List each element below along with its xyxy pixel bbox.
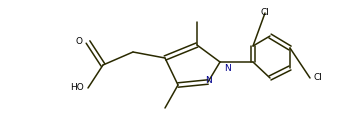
Text: Cl: Cl (314, 74, 323, 82)
Text: HO: HO (70, 83, 84, 93)
Text: O: O (75, 37, 82, 46)
Text: Cl: Cl (261, 8, 269, 17)
Text: N: N (224, 64, 231, 73)
Text: N: N (205, 76, 211, 85)
